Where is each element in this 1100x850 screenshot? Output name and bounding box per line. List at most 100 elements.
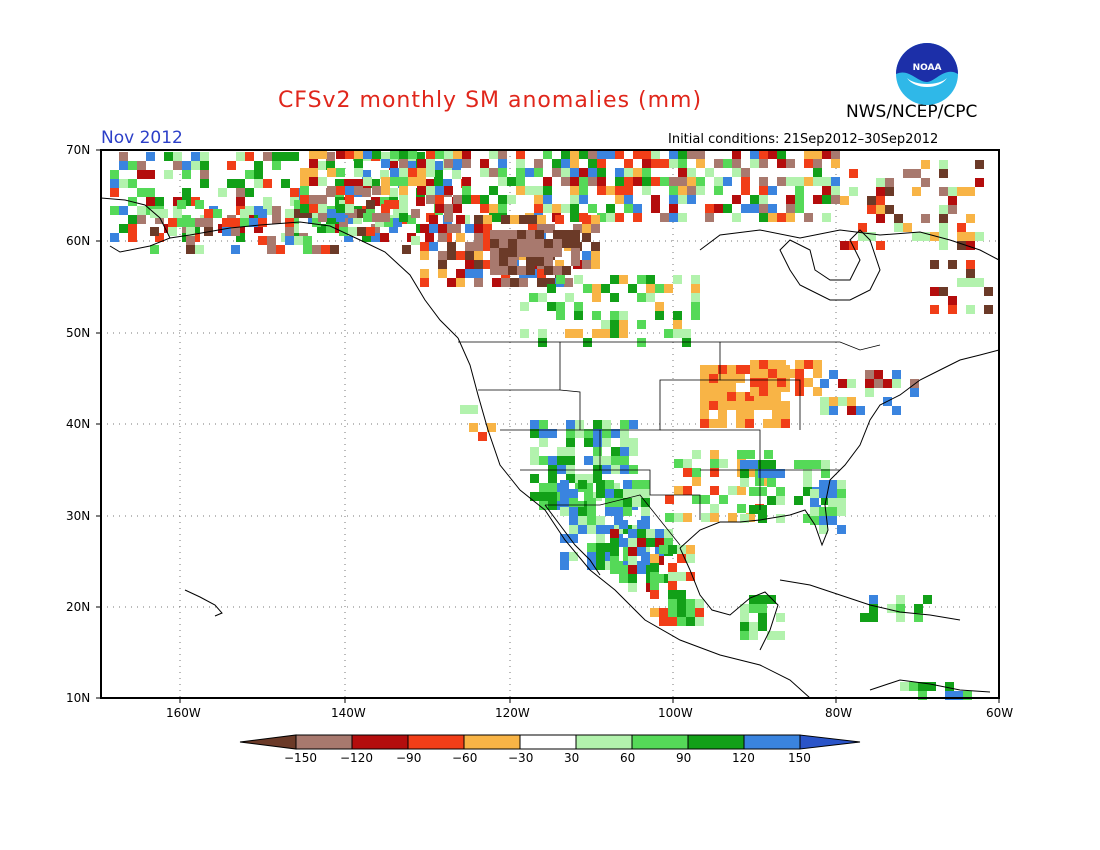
anomaly-cell: [236, 233, 245, 242]
anomaly-cell: [498, 168, 507, 177]
lon-label-160w: 160W: [166, 706, 201, 720]
anomaly-cell: [285, 227, 294, 236]
anomaly-cell: [914, 613, 923, 622]
anomaly-cell: [168, 218, 177, 227]
anomaly-cell: [411, 209, 420, 218]
anomaly-cell: [768, 213, 777, 222]
anomaly-cell: [755, 477, 764, 486]
anomaly-cell: [227, 179, 236, 188]
anomaly-cell: [701, 513, 710, 522]
anomaly-cell: [723, 159, 732, 168]
anomaly-cell: [574, 329, 583, 338]
anomaly-cell: [705, 204, 714, 213]
anomaly-cell: [777, 159, 786, 168]
anomaly-cell: [128, 215, 137, 224]
anomaly-cell: [191, 224, 200, 233]
anomaly-cell: [480, 204, 489, 213]
anomaly-cell: [847, 406, 856, 415]
anomaly-cell: [759, 213, 768, 222]
anomaly-cell: [781, 419, 790, 428]
anomaly-cell: [686, 554, 695, 563]
anomaly-cell: [903, 223, 912, 232]
anomaly-cell: [867, 196, 876, 205]
anomaly-cell: [867, 232, 876, 241]
anomaly-cell: [191, 233, 200, 242]
anomaly-cell: [829, 370, 838, 379]
anomaly-cell: [326, 215, 335, 224]
anomaly-cell: [615, 177, 624, 186]
anomaly-cell: [610, 556, 619, 565]
anomaly-cell: [602, 429, 611, 438]
anomaly-cell: [750, 150, 759, 159]
legend-swatch-8: [687, 734, 745, 750]
anomaly-cell: [740, 460, 749, 469]
anomaly-cell: [173, 206, 182, 215]
lat-label-70n: 70N: [66, 143, 91, 157]
anomaly-cell: [768, 150, 777, 159]
anomaly-cell: [508, 257, 517, 266]
anomaly-cell: [191, 161, 200, 170]
forecast-month: Nov 2012: [101, 128, 183, 148]
anomaly-cell: [718, 365, 727, 374]
anomaly-cell: [847, 397, 856, 406]
legend-label: −30: [508, 751, 534, 765]
anomaly-cell: [461, 215, 470, 224]
anomaly-cell: [930, 232, 939, 241]
anomaly-cell: [393, 200, 402, 209]
anomaly-cell: [655, 556, 664, 565]
anomaly-cell: [254, 170, 263, 179]
anomaly-cell: [354, 150, 363, 159]
anomaly-cell: [687, 168, 696, 177]
anomaly-cell: [678, 150, 687, 159]
anomaly-cell: [258, 218, 267, 227]
anomaly-cell: [363, 177, 372, 186]
anomaly-cell: [869, 613, 878, 622]
anomaly-cell: [821, 460, 830, 469]
anomaly-cell: [560, 561, 569, 570]
anomaly-cell: [741, 177, 750, 186]
anomaly-cell: [578, 516, 587, 525]
anomaly-cell: [812, 460, 821, 469]
anomaly-cell: [222, 218, 231, 227]
anomaly-cell: [381, 204, 390, 213]
anomaly-cell: [490, 230, 499, 239]
anomaly-cell: [632, 480, 641, 489]
anomaly-cell: [772, 419, 781, 428]
anomaly-cell: [182, 188, 191, 197]
anomaly-cell: [597, 159, 606, 168]
anomaly-cell: [474, 260, 483, 269]
anomaly-cell: [813, 195, 822, 204]
anomaly-cell: [633, 168, 642, 177]
anomaly-cell: [501, 215, 510, 224]
legend-label: 60: [620, 751, 636, 765]
anomaly-cell: [321, 245, 330, 254]
anomaly-cell: [520, 302, 529, 311]
anomaly-cell: [668, 581, 677, 590]
anomaly-cell: [543, 195, 552, 204]
anomaly-cell: [588, 204, 597, 213]
legend-swatch-0: [239, 734, 297, 750]
anomaly-cell: [914, 604, 923, 613]
anomaly-cell: [548, 429, 557, 438]
anomaly-cell: [372, 213, 381, 222]
anomaly-cell: [110, 188, 119, 197]
anomaly-cell: [517, 266, 526, 275]
anomaly-cell: [829, 406, 838, 415]
anomaly-cell: [966, 269, 975, 278]
anomaly-cell: [700, 392, 709, 401]
anomaly-cell: [357, 227, 366, 236]
anomaly-cell: [539, 438, 548, 447]
anomaly-cell: [317, 224, 326, 233]
anomaly-cell: [452, 224, 461, 233]
anomaly-cell: [700, 401, 709, 410]
anomaly-cell: [417, 186, 426, 195]
anomaly-cell: [691, 284, 700, 293]
legend-label: 150: [788, 751, 811, 765]
anomaly-cell: [718, 392, 727, 401]
anomaly-cell: [665, 513, 674, 522]
anomaly-cell: [772, 401, 781, 410]
anomaly-cell: [736, 374, 745, 383]
anomaly-cell: [560, 480, 569, 489]
anomaly-cell: [624, 204, 633, 213]
anomaly-cell: [561, 150, 570, 159]
